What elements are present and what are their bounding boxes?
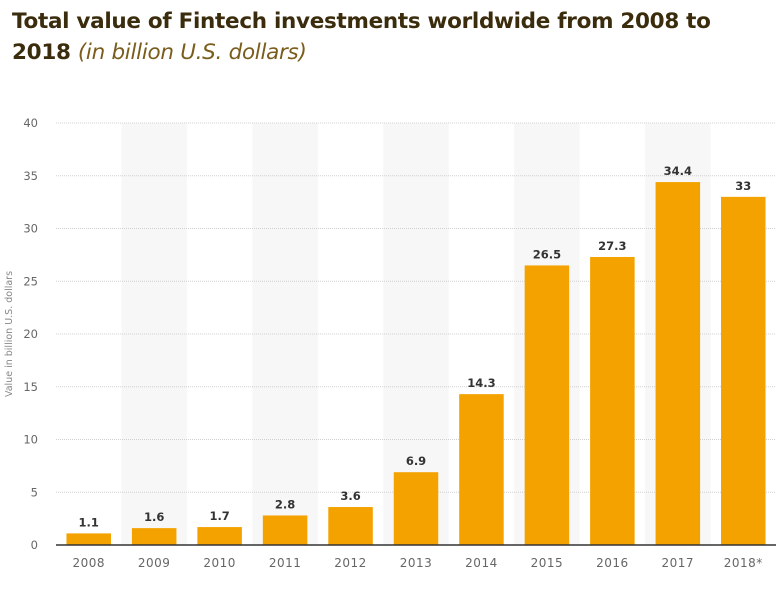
- data-label: 1.6: [144, 510, 164, 524]
- data-label: 1.7: [209, 509, 229, 523]
- y-tick-label: 30: [23, 222, 38, 236]
- data-label: 3.6: [340, 489, 360, 503]
- data-label: 2.8: [275, 497, 295, 511]
- y-tick-label: 10: [23, 433, 38, 447]
- bar[interactable]: [328, 507, 373, 545]
- x-tick-label: 2017: [662, 556, 695, 570]
- bar[interactable]: [524, 265, 570, 545]
- data-labels: 1.1 1.6 1.7 2.8 3.6 6.9 14.3 26.5 27.3 34.4 33: [79, 164, 752, 529]
- bar[interactable]: [262, 515, 308, 545]
- bar[interactable]: [655, 182, 701, 545]
- data-label: 33: [735, 179, 751, 193]
- chart-subtitle: (in billion U.S. dollars): [77, 40, 307, 65]
- data-label: 6.9: [406, 454, 426, 468]
- x-axis-ticks: 2008 2009 2010 2011 2012 2013 2014 2015 2016 2017…: [72, 556, 762, 570]
- bar[interactable]: [459, 394, 504, 545]
- y-tick-label: 35: [23, 169, 38, 183]
- y-axis-ticks: 0 5 10 15 20 25 30 35 40: [23, 116, 38, 552]
- x-tick-label: 2009: [138, 556, 171, 570]
- x-tick-label: 2010: [203, 556, 236, 570]
- data-label: 1.1: [79, 515, 99, 529]
- data-label: 14.3: [467, 376, 495, 390]
- y-tick-label: 40: [23, 116, 38, 130]
- bars: [66, 182, 766, 545]
- bar[interactable]: [721, 196, 766, 545]
- y-tick-label: 20: [23, 327, 38, 341]
- y-tick-label: 5: [31, 485, 38, 499]
- data-label: 27.3: [598, 239, 626, 253]
- x-tick-label: 2018*: [724, 556, 763, 570]
- bar[interactable]: [66, 533, 111, 545]
- x-tick-label: 2015: [531, 556, 564, 570]
- y-tick-label: 15: [23, 380, 38, 394]
- y-axis-label: Value in billion U.S. dollars: [4, 271, 15, 397]
- bar[interactable]: [393, 472, 439, 545]
- y-tick-label: 25: [23, 274, 38, 288]
- bar[interactable]: [590, 256, 635, 545]
- bar[interactable]: [131, 528, 177, 545]
- x-tick-label: 2012: [334, 556, 367, 570]
- chart-title: Total value of Fintech investments world…: [12, 6, 772, 68]
- bar[interactable]: [197, 527, 242, 545]
- data-label: 34.4: [664, 164, 692, 178]
- x-tick-label: 2011: [269, 556, 302, 570]
- data-label: 26.5: [533, 247, 561, 261]
- x-tick-label: 2008: [72, 556, 105, 570]
- y-tick-label: 0: [31, 538, 38, 552]
- x-tick-label: 2013: [400, 556, 433, 570]
- x-tick-label: 2016: [596, 556, 629, 570]
- x-tick-label: 2014: [465, 556, 498, 570]
- chart-title-main: Total value of Fintech investments world…: [12, 9, 711, 65]
